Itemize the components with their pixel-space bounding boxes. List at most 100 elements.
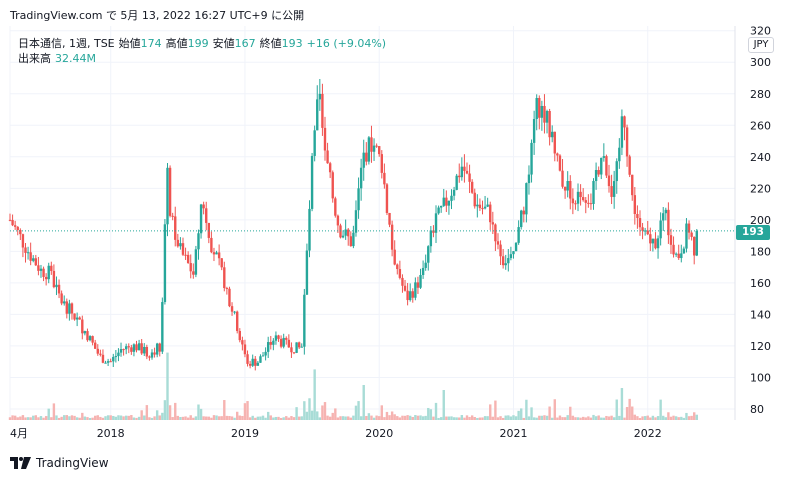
volume-bar	[403, 415, 407, 420]
volume-bar	[155, 410, 159, 420]
candle-body	[158, 343, 161, 352]
volume-bar	[341, 416, 345, 420]
candle-body	[651, 238, 655, 244]
symbol-label[interactable]: 日本通信, 1週, TSE	[18, 37, 115, 50]
volume-bar	[538, 415, 541, 420]
volume-bar	[388, 415, 391, 420]
volume-bar	[587, 416, 590, 420]
volume-bar	[184, 416, 187, 420]
volume-bar	[220, 416, 223, 420]
volume-bar	[295, 407, 298, 420]
candle-body	[631, 174, 634, 196]
volume-bar	[11, 415, 14, 420]
candle-body	[251, 358, 254, 366]
candle-body	[266, 342, 270, 352]
volume-bar	[109, 415, 112, 420]
candle-body	[199, 204, 203, 234]
candle-body	[682, 248, 686, 254]
chart-area[interactable]: 80 100 120 140 160 180 200 220 240 260 280 300 320 4…	[0, 26, 792, 446]
volume-bar	[501, 417, 505, 420]
volume-bar	[429, 409, 433, 420]
candle-body	[137, 343, 141, 351]
volume-bar	[535, 417, 538, 420]
candle-body	[228, 288, 231, 307]
volume-bar	[290, 416, 293, 420]
volume-bar	[607, 416, 611, 420]
volume-bar	[450, 416, 453, 420]
volume-bar	[192, 417, 195, 420]
volume-bar	[148, 417, 151, 420]
volume-bar	[256, 416, 260, 420]
volume-bar	[514, 416, 518, 420]
volume-bar	[610, 415, 613, 420]
volume-bar	[367, 413, 371, 420]
candle-body	[680, 253, 683, 259]
candle-body	[336, 215, 340, 226]
volume-label: 出来高	[18, 52, 51, 65]
candle-body	[455, 175, 458, 190]
volume-bar	[303, 401, 306, 420]
volume-bar	[127, 415, 130, 420]
volume-bar	[161, 412, 164, 420]
volume-bar	[26, 417, 30, 420]
candle-body	[78, 317, 81, 320]
volume-bar	[687, 416, 691, 420]
volume-bar	[662, 415, 665, 420]
candle-body	[403, 285, 407, 291]
candle-body	[576, 191, 580, 204]
volume-bar	[321, 405, 324, 420]
volume-bar	[215, 415, 218, 420]
y-axis: 80 100 120 140 160 180 200 220 240 260 280 300 320	[750, 26, 771, 416]
volume-bar	[636, 416, 639, 420]
candle-body	[372, 145, 376, 152]
candle-body	[26, 252, 30, 254]
volume-bar	[277, 416, 280, 420]
volume-bar	[646, 415, 649, 420]
candle-body	[610, 186, 613, 197]
volume-bar	[669, 416, 673, 420]
chart-legend: 日本通信, 1週, TSE 始値 174 高値 199 安値 167 終値 193 +1…	[18, 36, 386, 66]
price-chart[interactable]: 80 100 120 140 160 180 200 220 240 260 280 300 320 4…	[0, 26, 792, 446]
candlesticks	[8, 78, 698, 371]
candle-body	[633, 195, 637, 215]
volume-bar	[602, 417, 606, 420]
candle-body	[344, 229, 347, 236]
candle-body	[55, 284, 58, 288]
volume-bar	[631, 406, 634, 420]
volume-bar	[359, 416, 363, 420]
currency-badge[interactable]: JPY	[748, 37, 774, 53]
volume-bar	[19, 416, 22, 420]
candle-body	[540, 105, 544, 118]
volume-bar	[285, 416, 288, 420]
volume-bar	[654, 417, 657, 420]
volume-bar	[60, 416, 63, 420]
candle-body	[230, 306, 234, 312]
candle-body	[460, 166, 464, 178]
volume-bar	[347, 416, 350, 420]
candle-body	[659, 220, 662, 239]
volume-bar	[217, 416, 221, 420]
candle-body	[16, 226, 19, 230]
candle-body	[282, 337, 285, 347]
volume-bar	[186, 417, 190, 420]
candle-body	[238, 330, 241, 341]
volume-bar	[664, 417, 668, 420]
candle-body	[341, 235, 345, 238]
candle-body	[646, 230, 649, 235]
volume-bar	[584, 417, 587, 420]
candle-body	[323, 127, 327, 151]
volume-bar	[489, 404, 492, 420]
candle-body	[390, 224, 394, 250]
candle-body	[375, 145, 378, 147]
candle-body	[70, 303, 74, 314]
candle-body	[504, 263, 507, 266]
candle-body	[256, 362, 260, 366]
volume-bar	[272, 417, 275, 420]
candle-body	[556, 153, 559, 156]
volume-bar	[581, 416, 585, 420]
candle-body	[184, 254, 187, 256]
volume-bar	[612, 417, 616, 420]
volume-bar	[517, 410, 520, 420]
candle-body	[181, 243, 185, 255]
volume-bar	[323, 402, 327, 420]
